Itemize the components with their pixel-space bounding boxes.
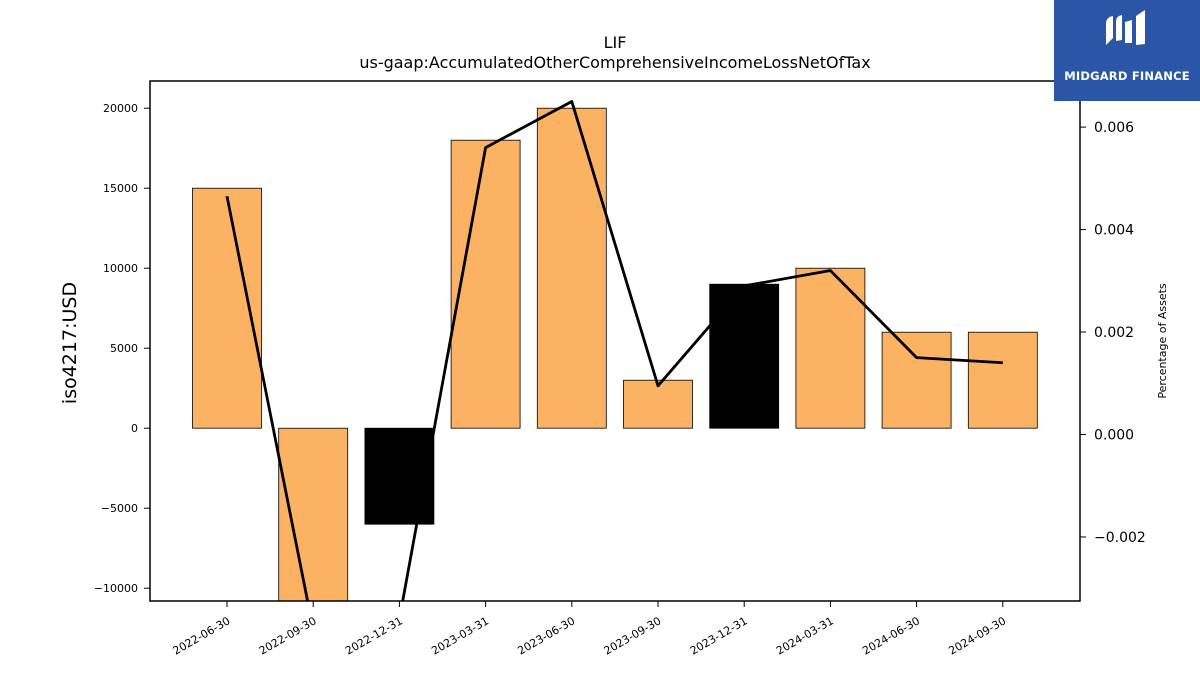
y-tick-label: 5000 [110, 342, 138, 355]
y2-tick-label: 0.000 [1094, 427, 1134, 443]
bar-2024-06-30 [881, 331, 952, 429]
y2-axis-label: Percentage of Assets [1156, 283, 1169, 399]
y-tick-label: 0 [131, 422, 138, 435]
bar-2023-12-31 [709, 283, 780, 429]
y2-tick-label: 0.004 [1094, 223, 1134, 239]
logo-text: MIDGARD FINANCE [1064, 69, 1190, 83]
x-tick-label: 2022-06-30 [171, 614, 233, 657]
x-tick-label: 2024-03-31 [774, 614, 836, 657]
plot-frame [149, 80, 1081, 602]
chart-subtitle: us-gaap:AccumulatedOtherComprehensiveInc… [359, 53, 871, 72]
bar-2022-09-30 [278, 427, 349, 601]
midgard-logo-icon [1106, 10, 1145, 45]
chart-title: LIF [603, 33, 627, 52]
midgard-finance-logo: MIDGARD FINANCE [1054, 0, 1200, 101]
bar-2024-09-30 [967, 331, 1038, 429]
y2-tick-label: 0.002 [1094, 325, 1134, 341]
x-tick-label: 2024-06-30 [860, 614, 922, 657]
bar-2022-06-30 [192, 187, 262, 429]
y2-tick-label: −0.002 [1094, 530, 1146, 546]
x-tick-label: 2024-09-30 [946, 614, 1008, 657]
y-tick-label: 20000 [103, 102, 138, 115]
y-tick-label: 15000 [103, 182, 138, 195]
x-tick-label: 2022-09-30 [257, 614, 319, 657]
bar-2022-12-31 [364, 427, 435, 525]
y-tick-label: −5000 [101, 502, 138, 515]
bar-2023-09-30 [623, 379, 693, 429]
bar-2024-03-31 [795, 267, 866, 429]
percentage-line [225, 100, 1003, 601]
x-tick-label: 2023-03-31 [429, 614, 491, 657]
x-tick-label: 2023-06-30 [515, 614, 577, 657]
y2-tick-label: 0.006 [1094, 120, 1134, 136]
y-tick-label: −10000 [94, 582, 138, 595]
x-tick-label: 2023-12-31 [688, 614, 750, 657]
x-tick-label: 2022-12-31 [343, 614, 405, 657]
y-axis-label: iso4217:USD [59, 282, 81, 404]
bar-2023-03-31 [450, 139, 521, 429]
bar-2023-06-30 [536, 107, 607, 429]
x-tick-label: 2023-09-30 [602, 614, 664, 657]
y-tick-label: 10000 [103, 262, 138, 275]
